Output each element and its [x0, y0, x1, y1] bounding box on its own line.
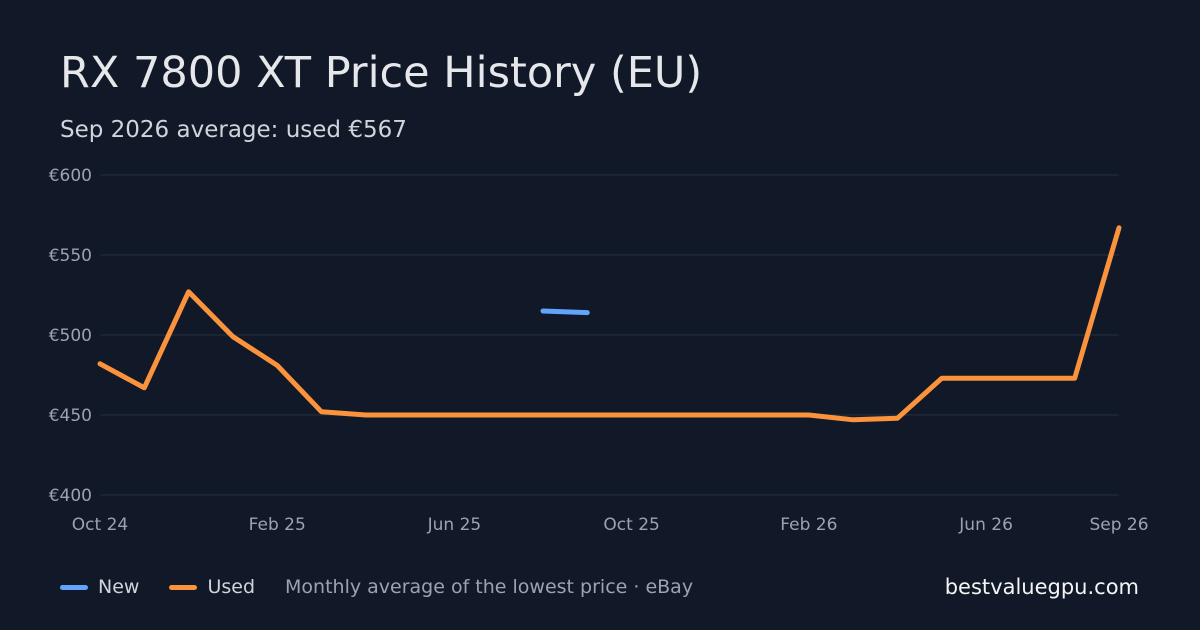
- legend-swatch-new: [60, 584, 88, 590]
- y-tick-label: €400: [49, 486, 92, 506]
- series-line-used: [97, 225, 1122, 423]
- x-tick-label: Jun 25: [427, 515, 482, 535]
- x-tick-label: Feb 26: [780, 515, 837, 535]
- legend-item-used: Used: [169, 576, 255, 598]
- y-tick-label: €450: [49, 406, 92, 426]
- chart-footer: New Used Monthly average of the lowest p…: [60, 572, 693, 602]
- x-tick-label: Feb 25: [249, 515, 306, 535]
- chart-title: RX 7800 XT Price History (EU): [60, 48, 703, 98]
- site-link[interactable]: bestvaluegpu.com: [944, 575, 1139, 599]
- series-lines: [97, 225, 1122, 423]
- legend-label-new: New: [98, 576, 140, 598]
- y-tick-label: €500: [49, 326, 92, 346]
- series-line-new: [540, 308, 590, 316]
- legend-label-used: Used: [207, 576, 256, 598]
- y-tick-label: €600: [49, 166, 92, 186]
- grid-lines: [100, 174, 1119, 496]
- x-axis-tick-labels: Oct 24 Feb 25 Jun 25 Oct 25 Feb 26 Jun 26 Sep …: [72, 515, 1149, 535]
- y-axis-tick-labels: €400 €450 €500 €550 €600: [49, 166, 92, 506]
- legend-swatch-used: [169, 584, 198, 590]
- y-tick-label: €550: [49, 246, 92, 266]
- x-tick-label: Sep 26: [1089, 515, 1148, 535]
- legend-item-new: New: [60, 576, 139, 598]
- x-tick-label: Oct 24: [72, 515, 128, 535]
- chart-subtitle: Sep 2026 average: used €567: [60, 117, 407, 143]
- x-tick-label: Jun 26: [958, 515, 1013, 535]
- x-tick-label: Oct 25: [603, 515, 659, 535]
- footer-note: Monthly average of the lowest price · eB…: [285, 576, 694, 598]
